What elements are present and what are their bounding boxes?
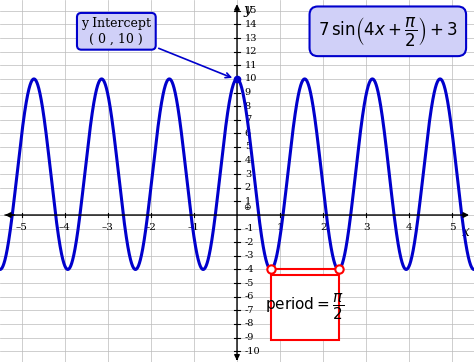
Text: –3: –3 [102,223,114,232]
Text: -2: -2 [245,238,254,247]
Text: 12: 12 [245,47,257,56]
Text: 1: 1 [245,197,251,206]
Text: y Intercept
( 0 , 10 ): y Intercept ( 0 , 10 ) [82,17,230,78]
Text: 10: 10 [245,75,257,83]
Text: $\mathrm{period} = \dfrac{\pi}{2}$: $\mathrm{period} = \dfrac{\pi}{2}$ [265,292,344,323]
Text: -8: -8 [245,319,254,328]
Text: -4: -4 [245,265,254,274]
Text: 7: 7 [245,115,251,124]
Text: 15: 15 [245,7,257,16]
Text: 3: 3 [363,223,370,232]
Text: 3: 3 [245,170,251,179]
Text: –2: –2 [145,223,157,232]
Text: x: x [462,224,470,239]
Text: 1: 1 [277,223,283,232]
Text: 14: 14 [245,20,257,29]
Text: $7\,\sin\!\left(4x + \dfrac{\pi}{2}\right) + 3$: $7\,\sin\!\left(4x + \dfrac{\pi}{2}\righ… [318,15,458,48]
Text: 5: 5 [245,143,251,151]
Text: -7: -7 [245,306,254,315]
Text: 11: 11 [245,61,257,70]
Text: 2: 2 [320,223,327,232]
Text: 4: 4 [406,223,413,232]
Text: 6: 6 [245,129,251,138]
Text: -10: -10 [245,346,260,355]
Text: 5: 5 [449,223,456,232]
Text: 4: 4 [245,156,251,165]
Bar [271,275,338,340]
Text: -3: -3 [245,251,254,260]
Text: 13: 13 [245,34,257,43]
Text: 2: 2 [245,183,251,192]
Text: –1: –1 [188,223,200,232]
Text: -1: -1 [245,224,254,233]
Text: -6: -6 [245,292,254,301]
Text: 8: 8 [245,102,251,111]
Text: y: y [244,3,251,17]
Text: 9: 9 [245,88,251,97]
Text: -5: -5 [245,279,254,287]
Text: $\oplus$: $\oplus$ [244,202,252,212]
Text: -9: -9 [245,333,254,342]
Text: –5: –5 [16,223,27,232]
Text: –4: –4 [59,223,71,232]
